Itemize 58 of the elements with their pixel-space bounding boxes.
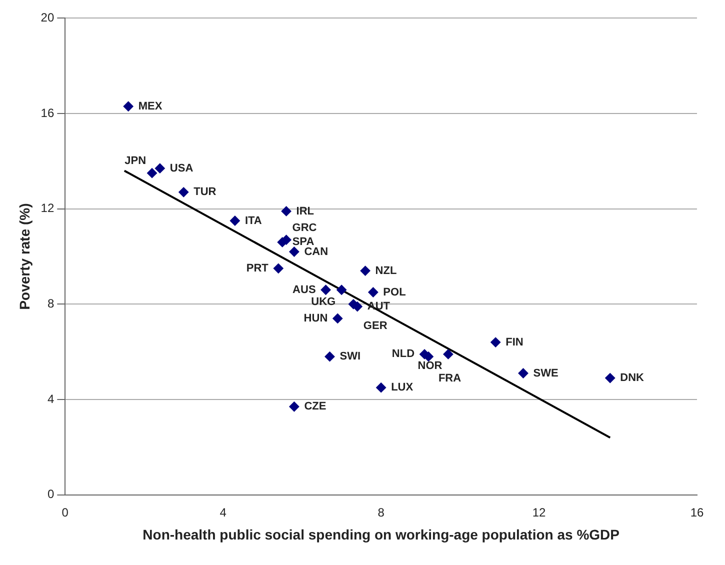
x-tick-label: 0 bbox=[62, 505, 69, 520]
annotation: POL bbox=[383, 286, 406, 298]
point bbox=[336, 284, 347, 295]
point bbox=[443, 349, 454, 360]
annotation: SWI bbox=[340, 350, 361, 363]
x-tick-label: 4 bbox=[220, 505, 227, 520]
point bbox=[368, 287, 378, 298]
annotation: FRA bbox=[438, 372, 462, 385]
annotation: MEX bbox=[138, 100, 163, 112]
annotation: GRC bbox=[292, 222, 317, 234]
x-tick-label: 16 bbox=[690, 505, 704, 520]
annotation: IRL bbox=[296, 205, 314, 218]
annotation: FIN bbox=[506, 336, 524, 348]
point bbox=[320, 284, 331, 295]
annotation: PRT bbox=[246, 262, 269, 274]
point bbox=[360, 266, 370, 276]
point bbox=[376, 382, 386, 393]
y-tick-label: 12 bbox=[40, 201, 54, 216]
point bbox=[332, 313, 343, 324]
x-tick-label: 8 bbox=[378, 505, 385, 520]
point bbox=[178, 187, 189, 198]
annotation: NOR bbox=[418, 360, 442, 372]
annotation: LUX bbox=[391, 382, 414, 394]
y-axis-title: Poverty rate (%) bbox=[16, 203, 32, 310]
annotation: SWE bbox=[533, 367, 558, 380]
annotation: JPN bbox=[124, 155, 146, 168]
annotation: USA bbox=[170, 162, 194, 174]
annotation: UKG bbox=[311, 296, 336, 308]
point bbox=[273, 263, 284, 274]
point bbox=[123, 101, 134, 112]
y-tick-label: 4 bbox=[47, 392, 54, 406]
annotation: NLD bbox=[392, 348, 415, 360]
x-tick-label: 12 bbox=[532, 505, 546, 520]
point bbox=[324, 352, 335, 362]
annotation: TUR bbox=[194, 186, 216, 198]
point bbox=[289, 402, 300, 412]
point bbox=[147, 168, 158, 178]
annotation: ITA bbox=[244, 214, 262, 227]
point bbox=[154, 163, 165, 174]
y-tick-label: 16 bbox=[40, 106, 54, 120]
y-tick-label: 20 bbox=[40, 10, 54, 25]
annotation: SPA bbox=[292, 236, 314, 248]
y-tick-label: 0 bbox=[47, 487, 54, 502]
point bbox=[490, 337, 501, 348]
annotation: HUN bbox=[304, 312, 328, 324]
point bbox=[289, 246, 300, 257]
point bbox=[518, 368, 528, 378]
annotation: CZE bbox=[304, 400, 326, 413]
point bbox=[605, 373, 616, 384]
annotation: AUS bbox=[292, 284, 316, 296]
annotation: CAN bbox=[304, 246, 328, 258]
annotation: DNK bbox=[620, 372, 644, 384]
annotation: NZL bbox=[375, 264, 397, 277]
x-axis-title: Non-health public social spending on working-age population as %GDP bbox=[142, 526, 620, 542]
point bbox=[281, 206, 292, 216]
y-tick-label: 8 bbox=[47, 296, 54, 310]
point bbox=[230, 216, 240, 226]
annotation: GER bbox=[363, 320, 388, 332]
